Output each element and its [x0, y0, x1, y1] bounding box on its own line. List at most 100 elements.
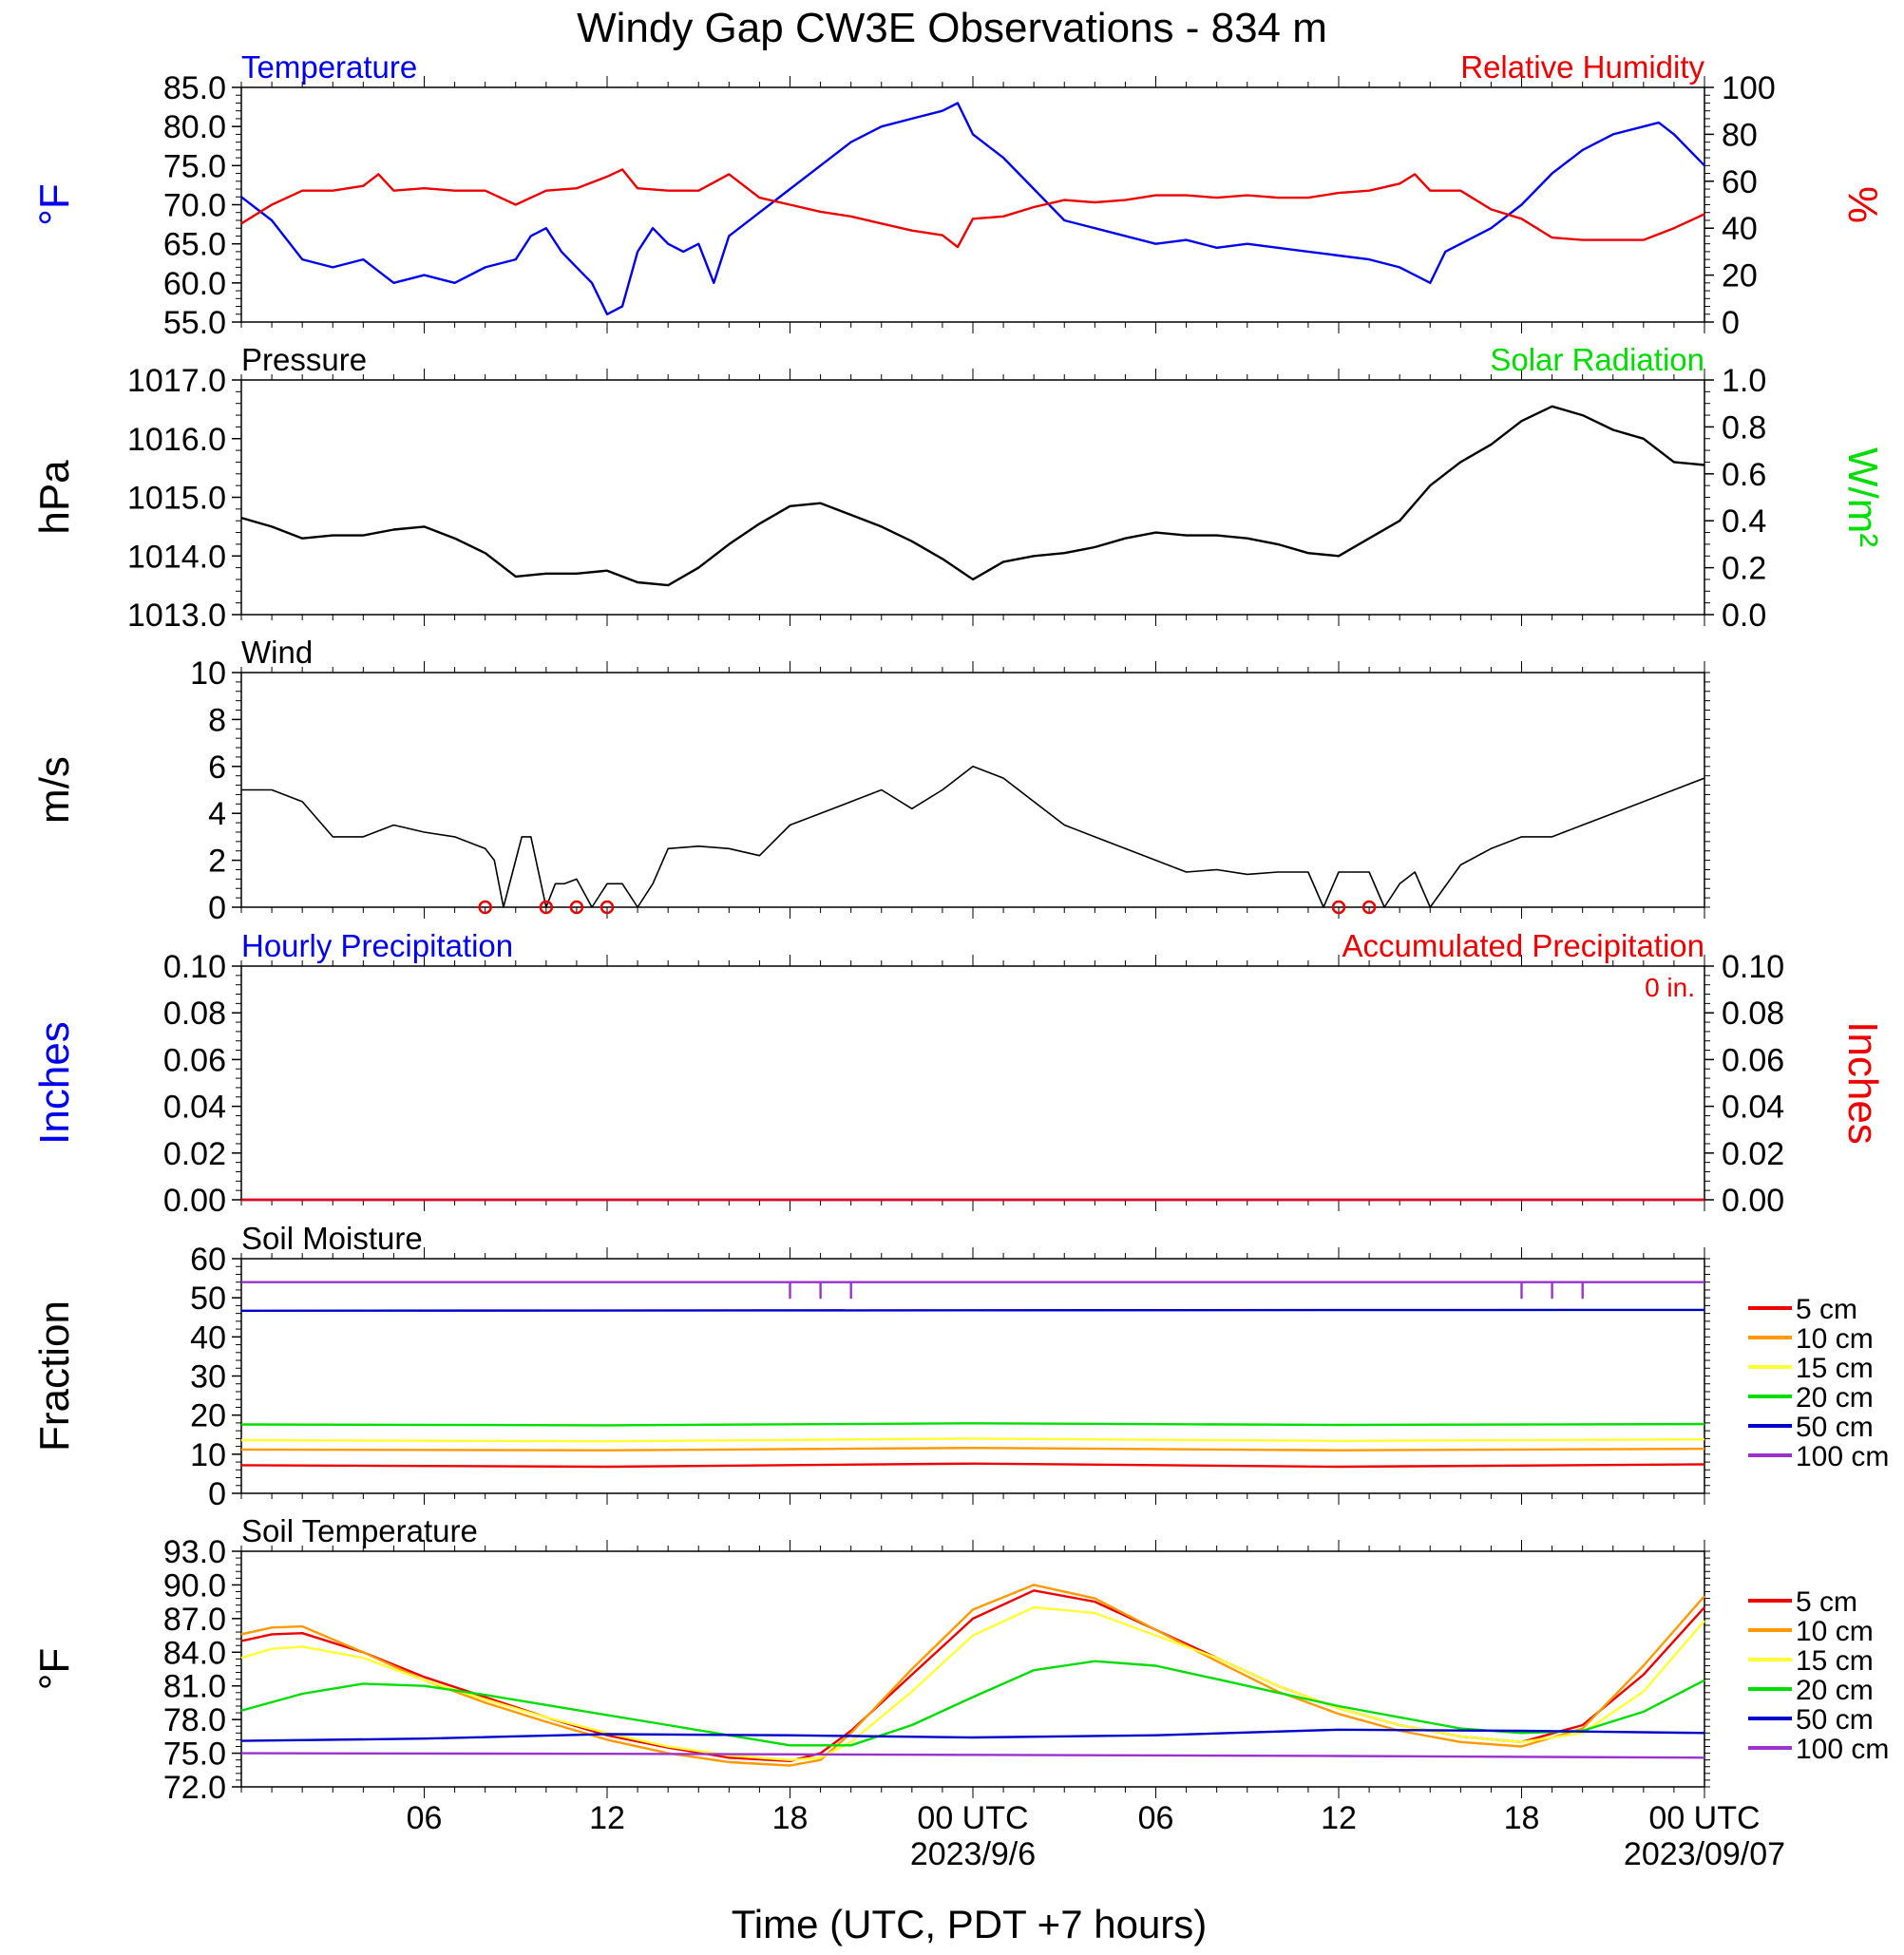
- y-tick-label-left: 2: [208, 844, 226, 880]
- series-line-50-cm: [240, 1728, 1705, 1742]
- legend-label: 20 cm: [1796, 1382, 1874, 1414]
- y-tick-label-left: 30: [190, 1359, 226, 1395]
- y-tick-label-left: 4: [208, 796, 226, 832]
- series-line-100-cm: [240, 1752, 1705, 1759]
- x-tick-label: 00 UTC: [917, 1800, 1028, 1836]
- y-tick-label-right: 0.10: [1722, 949, 1784, 985]
- y-tick-label-left: 72.0: [163, 1770, 226, 1806]
- y-tick-label-right: 0.2: [1722, 551, 1766, 587]
- y-tick-label-right: 20: [1722, 258, 1758, 294]
- legend-label: 50 cm: [1796, 1412, 1874, 1443]
- y-axis-label-left: °F: [31, 1648, 78, 1690]
- panel-title-left: Pressure: [241, 342, 367, 377]
- calm-marker: [1361, 900, 1377, 915]
- y-tick-label-right: 0.04: [1722, 1090, 1784, 1126]
- series-line-10-cm: [240, 1446, 1705, 1452]
- y-tick-label-right: 0.02: [1722, 1136, 1784, 1172]
- y-tick-label-right: 0.6: [1722, 457, 1766, 493]
- panel-title-left: Hourly Precipitation: [241, 928, 513, 963]
- legend-label: 5 cm: [1796, 1586, 1857, 1618]
- panel-title-right: Accumulated Precipitation: [1342, 928, 1704, 963]
- y-tick-label-left: 0.00: [163, 1183, 226, 1219]
- y-tick-label-left: 1014.0: [127, 539, 226, 575]
- legend-label: 100 cm: [1796, 1734, 1889, 1765]
- y-axis-label-left: °F: [31, 183, 78, 225]
- y-tick-label-left: 87.0: [163, 1602, 226, 1638]
- y-tick-label-left: 85.0: [163, 70, 226, 106]
- y-tick-label-left: 81.0: [163, 1669, 226, 1705]
- plot-frame-soil_temp: [240, 1550, 1705, 1788]
- series-line-relative-humidity: [240, 168, 1705, 249]
- chart-title: Windy Gap CW3E Observations - 834 m: [577, 5, 1327, 51]
- series-line-wind-speed: [241, 765, 1705, 908]
- y-tick-label-left: 55.0: [163, 305, 226, 341]
- y-tick-label-left: 0.04: [163, 1090, 226, 1126]
- y-tick-label-right: 0.0: [1722, 598, 1766, 634]
- y-axis-label-right: W/m²: [1839, 447, 1886, 547]
- y-tick-label-left: 0: [208, 1476, 226, 1512]
- annotation: 0 in.: [1645, 973, 1695, 1002]
- calm-marker: [600, 900, 615, 915]
- series-line-20-cm: [240, 1660, 1705, 1747]
- y-tick-label-left: 0.10: [163, 949, 226, 985]
- series-line-15-cm: [240, 1437, 1705, 1443]
- y-tick-label-left: 75.0: [163, 1737, 226, 1773]
- x-axis-label: Time (UTC, PDT +7 hours): [732, 1902, 1208, 1946]
- legend-label: 10 cm: [1796, 1323, 1874, 1355]
- series-line-5-cm: [240, 1589, 1705, 1763]
- series-line-pressure: [240, 405, 1705, 587]
- y-tick-label-right: 0.8: [1722, 409, 1766, 446]
- panel-title-left: Soil Temperature: [241, 1513, 478, 1548]
- y-tick-label-left: 1017.0: [127, 363, 226, 399]
- x-tick-label: 06: [1138, 1800, 1174, 1836]
- legend-label: 20 cm: [1796, 1675, 1874, 1706]
- calm-marker: [478, 900, 492, 915]
- series-line-15-cm: [240, 1605, 1705, 1761]
- calm-marker: [569, 900, 584, 915]
- y-tick-label-right: 0.4: [1722, 503, 1766, 540]
- y-tick-label-right: 100: [1722, 70, 1776, 106]
- plot-frame-soil_moisture: [240, 1258, 1705, 1494]
- y-axis-label-left: m/s: [31, 756, 78, 824]
- series-line-100-cm: [241, 1281, 1704, 1300]
- y-tick-label-left: 10: [190, 1437, 226, 1473]
- y-axis-label-left: hPa: [31, 460, 78, 535]
- panel-title-right: Relative Humidity: [1460, 49, 1704, 85]
- y-tick-label-left: 65.0: [163, 227, 226, 263]
- y-axis-label-left: Fraction: [31, 1300, 78, 1452]
- y-tick-label-left: 75.0: [163, 148, 226, 184]
- y-tick-label-left: 60.0: [163, 266, 226, 302]
- plot-frame-wind: [240, 672, 1705, 908]
- y-tick-label-left: 6: [208, 750, 226, 786]
- calm-marker: [539, 900, 554, 915]
- y-tick-label-left: 0: [208, 890, 226, 926]
- y-tick-label-right: 60: [1722, 164, 1758, 200]
- y-axis-label-left: Inches: [31, 1021, 78, 1145]
- x-tick-label: 18: [1504, 1800, 1540, 1836]
- y-tick-label-left: 0.08: [163, 996, 226, 1032]
- y-tick-label-left: 78.0: [163, 1702, 226, 1738]
- y-tick-label-left: 60: [190, 1242, 226, 1278]
- y-tick-label-right: 40: [1722, 211, 1758, 247]
- panel-title-left: Wind: [241, 635, 313, 670]
- series-line-temperature: [240, 102, 1705, 315]
- y-tick-label-right: 1.0: [1722, 363, 1766, 399]
- y-axis-label-right: %: [1839, 186, 1886, 223]
- y-tick-label-left: 20: [190, 1398, 226, 1434]
- panel-title-left: Soil Moisture: [241, 1221, 423, 1256]
- y-tick-label-left: 70.0: [163, 188, 226, 224]
- x-tick-label: 06: [407, 1800, 443, 1836]
- series-line-50-cm: [240, 1308, 1705, 1313]
- x-tick-label: 12: [1321, 1800, 1357, 1836]
- panel-title-right: Solar Radiation: [1490, 342, 1704, 377]
- y-tick-label-left: 8: [208, 702, 226, 738]
- y-tick-label-left: 93.0: [163, 1534, 226, 1570]
- y-axis-label-right: Inches: [1839, 1021, 1886, 1145]
- y-tick-label-left: 40: [190, 1319, 226, 1356]
- y-tick-label-left: 0.02: [163, 1136, 226, 1172]
- y-tick-label-left: 80.0: [163, 109, 226, 145]
- legend-label: 15 cm: [1796, 1353, 1874, 1384]
- legend-label: 15 cm: [1796, 1645, 1874, 1677]
- y-tick-label-left: 50: [190, 1281, 226, 1317]
